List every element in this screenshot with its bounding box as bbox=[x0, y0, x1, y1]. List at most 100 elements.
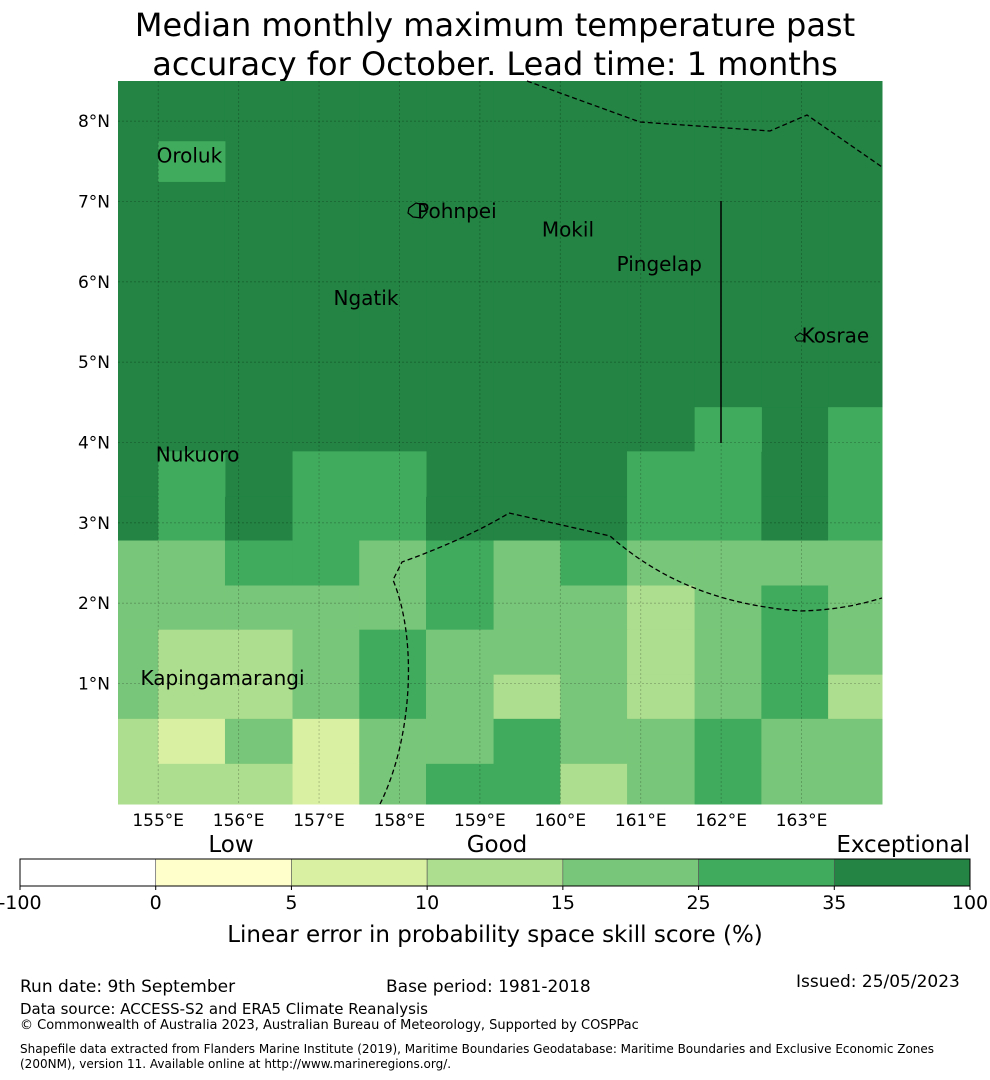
lat-tick-label: 4°N bbox=[78, 434, 110, 454]
skill-cell bbox=[560, 540, 628, 586]
skill-cell bbox=[426, 540, 495, 586]
legend-swatch bbox=[155, 858, 292, 887]
legend-tick-label: 100 bbox=[952, 892, 988, 914]
axis-labels: 8°N 7°N 6°N 5°N 4°N 3°N 2°N 1°N 155°E 156°E 157°E 1… bbox=[78, 112, 827, 831]
skill-cell bbox=[627, 585, 696, 631]
skill-cell bbox=[493, 629, 561, 676]
skill-cell bbox=[828, 407, 883, 497]
skill-cell bbox=[828, 763, 883, 805]
skill-cell bbox=[158, 540, 226, 586]
skill-cell bbox=[493, 718, 561, 765]
skill-cell bbox=[292, 585, 360, 631]
skill-cell bbox=[694, 674, 762, 720]
place-label: Oroluk bbox=[157, 144, 223, 168]
skill-cell bbox=[493, 763, 561, 805]
skill-cell bbox=[118, 718, 159, 765]
skill-cell bbox=[292, 496, 360, 542]
lat-tick-label: 3°N bbox=[78, 514, 110, 534]
lon-tick-label: 163°E bbox=[776, 811, 828, 831]
lat-tick-label: 6°N bbox=[78, 273, 110, 293]
skill-cell bbox=[761, 629, 829, 676]
chart-title: Median monthly maximum temperature past … bbox=[0, 6, 990, 84]
lon-tick-label: 155°E bbox=[132, 811, 184, 831]
skill-cell bbox=[828, 540, 883, 586]
skill-cell bbox=[292, 674, 360, 720]
place-label: Kosrae bbox=[802, 324, 870, 348]
skill-cell bbox=[118, 81, 159, 497]
skill-grid bbox=[118, 81, 883, 805]
place-label: Ngatik bbox=[334, 286, 399, 310]
skill-cell bbox=[627, 718, 696, 765]
legend-swatch bbox=[698, 858, 835, 887]
legend-category-label: Exceptional bbox=[836, 832, 970, 858]
skill-cell bbox=[627, 763, 696, 805]
chart-title-line1: Median monthly maximum temperature past bbox=[134, 6, 856, 44]
skill-cell bbox=[359, 629, 427, 676]
skill-cell bbox=[292, 540, 360, 586]
place-label: Nukuoro bbox=[156, 443, 240, 467]
lat-tick-label: 7°N bbox=[78, 193, 110, 213]
skill-cell bbox=[118, 540, 159, 586]
pohnpei-outline bbox=[407, 202, 428, 219]
legend-category-label: Low bbox=[208, 832, 253, 858]
skill-cell bbox=[359, 540, 427, 586]
copyright: © Commonwealth of Australia 2023, Austra… bbox=[20, 1018, 639, 1033]
lon-tick-label: 157°E bbox=[293, 811, 345, 831]
skill-cell bbox=[627, 451, 696, 497]
place-label: Kapingamarangi bbox=[141, 666, 305, 690]
skill-cell bbox=[426, 629, 495, 676]
skill-cell bbox=[694, 585, 762, 631]
skill-cell bbox=[359, 763, 427, 805]
skill-cell bbox=[694, 763, 762, 805]
skill-cell bbox=[828, 629, 883, 676]
skill-cell bbox=[224, 81, 294, 497]
skill-cell bbox=[292, 451, 427, 497]
skill-cell bbox=[292, 629, 360, 676]
skill-cell bbox=[761, 496, 829, 542]
skill-cell bbox=[694, 540, 762, 586]
skill-cell bbox=[118, 629, 159, 676]
skill-cell bbox=[560, 496, 628, 542]
skill-cell bbox=[224, 585, 294, 631]
place-labels: Oroluk Pohnpei Mokil Pingelap Ngatik Kosrae Nu… bbox=[141, 144, 870, 690]
lat-tick-label: 2°N bbox=[78, 594, 110, 614]
legend-tick-label: 35 bbox=[822, 892, 846, 914]
skill-cell bbox=[560, 674, 628, 720]
skill-cell bbox=[359, 585, 427, 631]
skill-cell bbox=[292, 718, 360, 765]
skill-cell bbox=[359, 496, 427, 542]
skill-cell bbox=[761, 674, 829, 720]
skill-cell bbox=[560, 718, 628, 765]
lon-tick-label: 158°E bbox=[374, 811, 426, 831]
skill-cell bbox=[426, 585, 495, 631]
skill-cell bbox=[359, 81, 427, 497]
skill-cell bbox=[158, 629, 226, 676]
skill-cell bbox=[493, 540, 561, 586]
eez-boundaries bbox=[379, 80, 883, 805]
skill-cell bbox=[224, 540, 294, 586]
skill-cell bbox=[627, 81, 696, 497]
skill-cell bbox=[118, 496, 159, 542]
lat-tick-label: 1°N bbox=[78, 675, 110, 695]
skill-cell bbox=[560, 763, 628, 805]
lat-tick-label: 8°N bbox=[78, 112, 110, 132]
base-period: Base period: 1981-2018 bbox=[386, 977, 591, 997]
legend-tick-label: 10 bbox=[415, 892, 439, 914]
skill-cell bbox=[118, 585, 159, 631]
skill-cell bbox=[694, 718, 762, 765]
legend-tick-label: -100 bbox=[0, 892, 42, 914]
issued-date: Issued: 25/05/2023 bbox=[796, 972, 960, 992]
lat-tick-label: 5°N bbox=[78, 353, 110, 373]
shapefile-credit-line1: Shapefile data extracted from Flanders M… bbox=[20, 1042, 935, 1056]
skill-cell bbox=[118, 763, 159, 805]
legend-swatch bbox=[291, 858, 428, 887]
legend-tick-label: 25 bbox=[686, 892, 710, 914]
lon-tick-label: 160°E bbox=[534, 811, 586, 831]
skill-cell bbox=[627, 674, 696, 720]
skill-cell bbox=[493, 585, 561, 631]
skill-cell bbox=[426, 763, 495, 805]
eez-boundary-south bbox=[379, 512, 883, 805]
skill-cell bbox=[426, 496, 495, 542]
skill-cell bbox=[694, 629, 762, 676]
legend-swatch bbox=[426, 858, 564, 887]
